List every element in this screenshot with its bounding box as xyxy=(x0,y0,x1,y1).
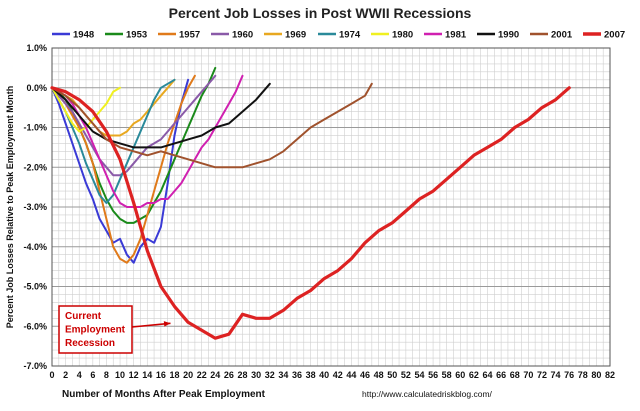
annotation-line: Current xyxy=(65,311,102,322)
x-tick-label: 16 xyxy=(156,370,166,380)
x-tick-label: 24 xyxy=(210,370,220,380)
x-tick-label: 68 xyxy=(510,370,520,380)
x-tick-label: 30 xyxy=(251,370,261,380)
x-tick-labels: 0 2 4 6 8 10 12 14 16 18 20 22 24 26 28 30 32 34 36 38 40 42 4… xyxy=(49,370,615,380)
x-tick-label: 20 xyxy=(183,370,193,380)
x-tick-label: 40 xyxy=(319,370,329,380)
y-tick-labels: 1.0% 0.0% -1.0% -2.0% -3.0% -4.0% -5.0% -6.0% -7… xyxy=(23,43,47,371)
x-tick-label: 4 xyxy=(77,370,82,380)
y-tick-label: -6.0% xyxy=(23,321,47,331)
x-tick-label: 28 xyxy=(238,370,248,380)
x-tick-label: 44 xyxy=(346,370,356,380)
x-tick-label: 76 xyxy=(564,370,574,380)
y-tick-label: -1.0% xyxy=(23,123,47,133)
series-line-1981 xyxy=(51,74,244,208)
annotation-line: Recession xyxy=(65,338,115,349)
x-tick-label: 10 xyxy=(115,370,125,380)
x-tick-label: 54 xyxy=(414,370,424,380)
y-axis-label: Percent Job Losses Relative to Peak Empl… xyxy=(5,86,15,329)
y-tick-label: -3.0% xyxy=(23,202,47,212)
y-tick-label: -2.0% xyxy=(23,162,47,172)
legend-label-1990: 1990 xyxy=(498,30,519,41)
annotation-arrowhead xyxy=(163,321,171,327)
annotation: Current Employment Recession xyxy=(58,305,171,354)
x-tick-label: 78 xyxy=(578,370,588,380)
x-tick-label: 48 xyxy=(374,370,384,380)
x-tick-label: 58 xyxy=(442,370,452,380)
x-tick-label: 74 xyxy=(551,370,561,380)
chart-title: Percent Job Losses in Post WWII Recessio… xyxy=(169,5,472,21)
x-tick-label: 82 xyxy=(605,370,615,380)
series-line-1990 xyxy=(51,82,271,149)
y-tick-label: 0.0% xyxy=(26,83,47,93)
source-credit: http://www.calculatedriskblog.com/ xyxy=(362,389,493,399)
annotation-line: Employment xyxy=(65,325,126,336)
x-tick-label: 36 xyxy=(292,370,302,380)
legend-label-1974: 1974 xyxy=(339,30,361,41)
x-tick-label: 34 xyxy=(278,370,288,380)
x-tick-label: 2 xyxy=(63,370,68,380)
x-tick-label: 66 xyxy=(496,370,506,380)
series-line-2001 xyxy=(51,82,373,169)
legend-label-1957: 1957 xyxy=(179,30,200,41)
x-tick-label: 70 xyxy=(523,370,533,380)
x-tick-label: 22 xyxy=(197,370,207,380)
legend-label-2007: 2007 xyxy=(604,30,625,41)
annotation-box xyxy=(58,305,133,354)
series-line-2007 xyxy=(50,86,571,340)
x-tick-label: 32 xyxy=(265,370,275,380)
x-tick-label: 6 xyxy=(90,370,95,380)
x-tick-label: 8 xyxy=(104,370,109,380)
series-line-1969 xyxy=(51,78,176,137)
legend-label-1960: 1960 xyxy=(232,30,253,41)
x-tick-label: 26 xyxy=(224,370,234,380)
legend-label-1981: 1981 xyxy=(445,30,467,41)
x-tick-label: 60 xyxy=(455,370,465,380)
series-line-1957 xyxy=(51,74,196,264)
x-tick-label: 38 xyxy=(306,370,316,380)
y-tick-label: -4.0% xyxy=(23,242,47,252)
legend-label-1980: 1980 xyxy=(392,30,413,41)
x-tick-label: 42 xyxy=(333,370,343,380)
series-line-1948 xyxy=(51,78,190,264)
y-tick-label: -7.0% xyxy=(23,361,47,371)
x-tick-label: 80 xyxy=(591,370,601,380)
y-tick-label: 1.0% xyxy=(26,43,47,53)
x-tick-label: 72 xyxy=(537,370,547,380)
legend: 1948 1953 1957 1960 1969 1974 1980 1981 1990 2001… xyxy=(52,30,625,41)
legend-label-1948: 1948 xyxy=(73,30,94,41)
series-line-1960 xyxy=(51,74,217,177)
x-tick-label: 52 xyxy=(401,370,411,380)
x-tick-label: 12 xyxy=(129,370,139,380)
x-tick-label: 46 xyxy=(360,370,370,380)
legend-label-1969: 1969 xyxy=(285,30,306,41)
x-tick-label: 56 xyxy=(428,370,438,380)
x-tick-label: 50 xyxy=(387,370,397,380)
x-tick-label: 18 xyxy=(169,370,179,380)
legend-label-1953: 1953 xyxy=(126,30,147,41)
plot-frame xyxy=(51,47,611,367)
series-line-1974 xyxy=(51,78,176,204)
x-tick-label: 64 xyxy=(483,370,493,380)
x-tick-label: 0 xyxy=(49,370,54,380)
series-group xyxy=(50,66,571,340)
x-tick-label: 14 xyxy=(142,370,152,380)
x-axis-label: Number of Months After Peak Employment xyxy=(62,389,266,400)
x-tick-label: 62 xyxy=(469,370,479,380)
y-tick-label: -5.0% xyxy=(23,282,47,292)
legend-label-2001: 2001 xyxy=(551,30,573,41)
